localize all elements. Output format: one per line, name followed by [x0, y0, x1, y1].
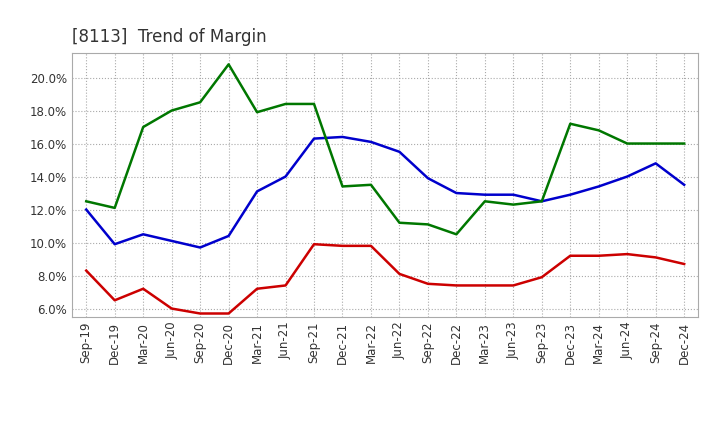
Ordinary Income	[537, 198, 546, 204]
Net Income	[196, 311, 204, 316]
Ordinary Income	[680, 182, 688, 187]
Operating Cashflow	[509, 202, 518, 207]
Net Income	[338, 243, 347, 249]
Ordinary Income	[139, 231, 148, 237]
Operating Cashflow	[480, 198, 489, 204]
Operating Cashflow	[652, 141, 660, 146]
Ordinary Income	[509, 192, 518, 197]
Operating Cashflow	[595, 128, 603, 133]
Net Income	[282, 283, 290, 288]
Operating Cashflow	[196, 99, 204, 105]
Net Income	[110, 297, 119, 303]
Net Income	[253, 286, 261, 291]
Net Income	[680, 261, 688, 267]
Net Income	[480, 283, 489, 288]
Ordinary Income	[623, 174, 631, 179]
Operating Cashflow	[623, 141, 631, 146]
Operating Cashflow	[338, 184, 347, 189]
Ordinary Income	[225, 233, 233, 238]
Net Income	[423, 281, 432, 286]
Net Income	[366, 243, 375, 249]
Operating Cashflow	[139, 125, 148, 130]
Line: Operating Cashflow: Operating Cashflow	[86, 64, 684, 234]
Net Income	[167, 306, 176, 311]
Ordinary Income	[82, 207, 91, 212]
Ordinary Income	[595, 184, 603, 189]
Net Income	[652, 255, 660, 260]
Text: [8113]  Trend of Margin: [8113] Trend of Margin	[72, 28, 266, 46]
Ordinary Income	[452, 191, 461, 196]
Operating Cashflow	[167, 108, 176, 113]
Operating Cashflow	[452, 231, 461, 237]
Ordinary Income	[423, 176, 432, 181]
Operating Cashflow	[395, 220, 404, 225]
Ordinary Income	[566, 192, 575, 197]
Ordinary Income	[652, 161, 660, 166]
Ordinary Income	[167, 238, 176, 244]
Net Income	[623, 251, 631, 257]
Net Income	[566, 253, 575, 258]
Net Income	[452, 283, 461, 288]
Operating Cashflow	[423, 222, 432, 227]
Net Income	[139, 286, 148, 291]
Operating Cashflow	[680, 141, 688, 146]
Operating Cashflow	[110, 205, 119, 210]
Ordinary Income	[196, 245, 204, 250]
Net Income	[395, 271, 404, 276]
Net Income	[537, 275, 546, 280]
Operating Cashflow	[282, 101, 290, 106]
Ordinary Income	[480, 192, 489, 197]
Operating Cashflow	[566, 121, 575, 126]
Ordinary Income	[253, 189, 261, 194]
Ordinary Income	[310, 136, 318, 141]
Line: Net Income: Net Income	[86, 244, 684, 313]
Ordinary Income	[110, 242, 119, 247]
Operating Cashflow	[82, 198, 91, 204]
Operating Cashflow	[366, 182, 375, 187]
Ordinary Income	[366, 139, 375, 144]
Operating Cashflow	[253, 110, 261, 115]
Net Income	[225, 311, 233, 316]
Operating Cashflow	[225, 62, 233, 67]
Ordinary Income	[282, 174, 290, 179]
Net Income	[82, 268, 91, 273]
Ordinary Income	[395, 149, 404, 154]
Net Income	[595, 253, 603, 258]
Operating Cashflow	[537, 198, 546, 204]
Operating Cashflow	[310, 101, 318, 106]
Net Income	[310, 242, 318, 247]
Line: Ordinary Income: Ordinary Income	[86, 137, 684, 247]
Net Income	[509, 283, 518, 288]
Ordinary Income	[338, 134, 347, 139]
